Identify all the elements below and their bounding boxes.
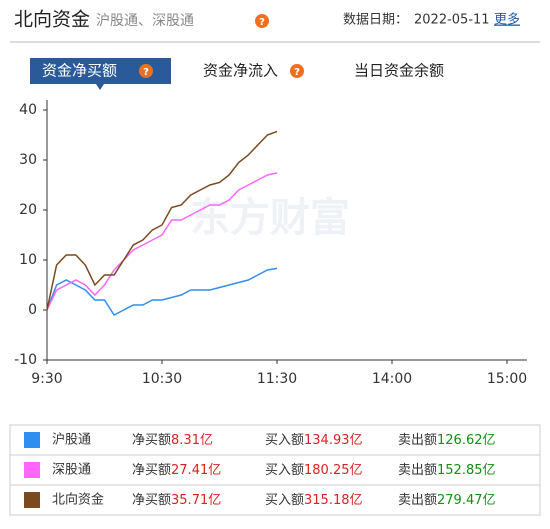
help-icon[interactable] <box>139 64 153 78</box>
y-tick-label: 20 <box>19 202 37 218</box>
metric-label: 净买额8.31亿 <box>132 433 213 448</box>
metric-value: 180.25亿 <box>304 463 363 478</box>
metric-name: 买入额 <box>265 493 304 508</box>
series-line <box>46 172 278 311</box>
metric-value: 27.41亿 <box>171 463 221 478</box>
metric-name: 买入额 <box>265 463 304 478</box>
metric-value: 279.47亿 <box>437 493 496 508</box>
legend-label: 深股通 <box>52 463 91 478</box>
chart: 东方财富 -10 0 10 20 30 40 9:30 10:30 11:30 14:00 15:00 <box>14 100 527 387</box>
legend-swatch <box>24 492 40 508</box>
metric-value: 152.85亿 <box>437 463 496 478</box>
y-tick-label: 10 <box>19 252 37 268</box>
table-row <box>9 424 541 456</box>
series-line <box>46 267 278 316</box>
metric-name: 卖出额 <box>398 433 437 448</box>
metric-name: 净买额 <box>132 493 171 508</box>
metric-name: 卖出额 <box>398 463 437 478</box>
table-row <box>9 454 541 486</box>
x-tick-label: 11:30 <box>257 371 297 387</box>
y-tick-label: -10 <box>14 352 37 368</box>
help-icon-mark: ? <box>143 67 149 78</box>
legend-swatch <box>24 432 40 448</box>
x-tick-label: 15:00 <box>487 371 527 387</box>
metric-label: 买入额134.93亿 <box>265 433 363 448</box>
metric-label: 买入额180.25亿 <box>265 463 363 478</box>
metric-label: 买入额315.18亿 <box>265 493 363 508</box>
tab-pointer <box>96 84 104 90</box>
tab[interactable]: 资金净流入 <box>203 62 278 80</box>
date-label: 数据日期： <box>343 13 408 28</box>
metric-name: 买入额 <box>265 433 304 448</box>
tab[interactable]: 资金净买额 <box>42 62 117 80</box>
y-tick-label: 40 <box>19 102 37 118</box>
legend-label: 沪股通 <box>52 432 91 448</box>
x-tick-label: 14:00 <box>372 371 412 387</box>
metric-value: 315.18亿 <box>304 493 363 508</box>
metric-value: 8.31亿 <box>171 433 213 448</box>
x-tick-label: 10:30 <box>142 371 182 387</box>
metric-value: 126.62亿 <box>437 433 496 448</box>
y-tick-label: 0 <box>28 302 37 318</box>
more-link[interactable]: 更多 <box>494 12 520 28</box>
watermark: 东方财富 <box>190 195 350 241</box>
metric-value: 35.71亿 <box>171 493 221 508</box>
legend-label: 北向资金 <box>52 492 104 508</box>
series-line <box>46 130 278 311</box>
tab[interactable]: 当日资金余额 <box>354 62 444 80</box>
metric-name: 净买额 <box>132 463 171 478</box>
subtitle: 沪股通、深股通 <box>96 13 194 29</box>
metric-name: 卖出额 <box>398 493 437 508</box>
table-row <box>9 484 541 516</box>
help-icon-mark: ? <box>259 17 265 28</box>
help-icon[interactable] <box>290 64 304 78</box>
help-icon-mark: ? <box>294 67 300 78</box>
help-icon[interactable] <box>255 14 269 28</box>
metric-value: 134.93亿 <box>304 433 363 448</box>
metric-label: 净买额27.41亿 <box>132 463 221 478</box>
metric-label: 卖出额126.62亿 <box>398 433 496 448</box>
metric-name: 净买额 <box>132 433 171 448</box>
metric-label: 净买额35.71亿 <box>132 493 221 508</box>
title: 北向资金 <box>14 9 90 31</box>
x-tick-label: 9:30 <box>31 371 62 387</box>
y-tick-label: 30 <box>19 152 37 168</box>
metric-label: 卖出额279.47亿 <box>398 493 496 508</box>
legend-swatch <box>24 462 40 478</box>
metric-label: 卖出额152.85亿 <box>398 463 496 478</box>
date: 2022-05-11 <box>414 13 490 28</box>
